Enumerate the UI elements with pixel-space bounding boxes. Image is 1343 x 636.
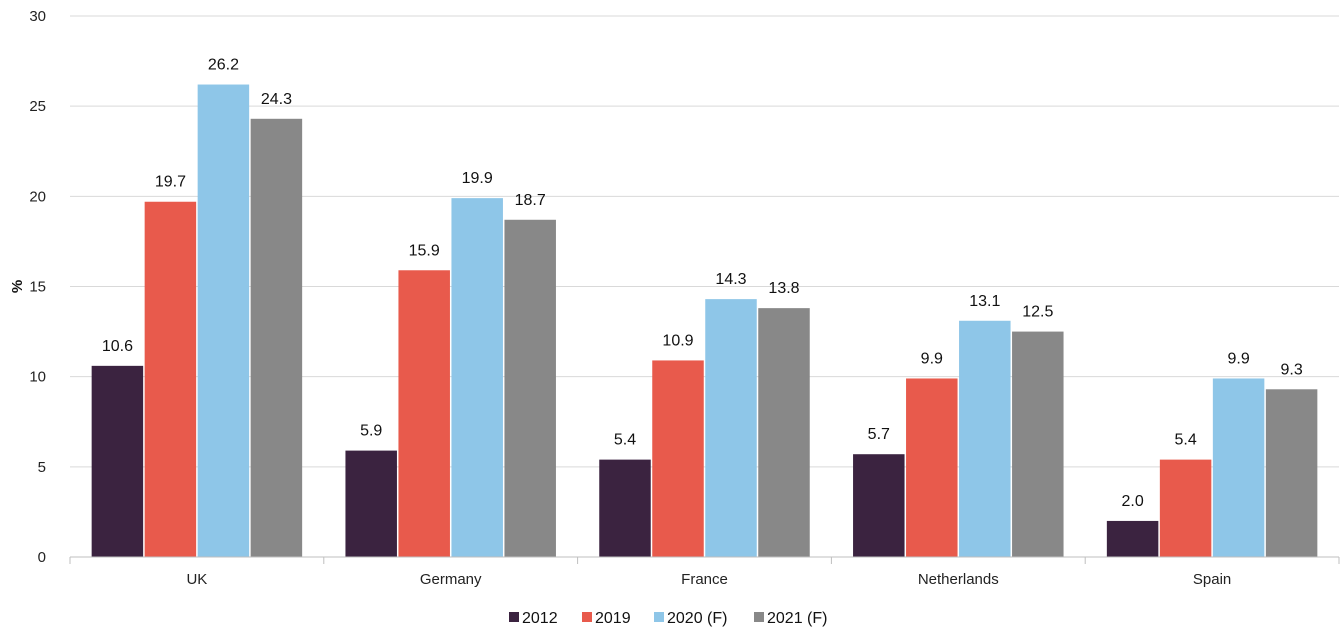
data-label: 13.1 [969, 293, 1000, 310]
data-label: 5.9 [360, 423, 382, 440]
bar-spain-2020-f [1212, 378, 1265, 557]
bar-spain-2012 [1106, 520, 1159, 557]
data-label: 9.9 [1227, 350, 1249, 367]
legend-label: 2021 (F) [767, 610, 827, 627]
y-tick-label: 0 [38, 549, 46, 566]
bar-netherlands-2012 [853, 454, 905, 557]
x-tick-label: Netherlands [918, 571, 999, 588]
legend-swatch [754, 612, 764, 622]
data-label: 24.3 [261, 91, 292, 108]
axes: 0 5 10 15 20 25 30% UK Germany France Netherlands S… [9, 8, 1340, 588]
x-tick-label: Germany [420, 571, 482, 588]
data-label: 12.5 [1022, 304, 1053, 321]
y-tick-label: 10 [29, 369, 46, 386]
legend-label: 2020 (F) [667, 610, 727, 627]
data-label: 10.9 [662, 332, 693, 349]
bar-france-2019 [652, 360, 704, 557]
data-label: 19.9 [462, 170, 493, 187]
bar-spain-2019 [1159, 459, 1212, 557]
y-tick-label: 15 [29, 279, 46, 296]
data-label: 5.4 [1174, 432, 1196, 449]
data-label: 18.7 [515, 192, 546, 209]
x-tick-label: Spain [1193, 571, 1231, 588]
data-label: 19.7 [155, 174, 186, 191]
bar-germany-2020-f [451, 198, 503, 558]
bar-france-2020-f [705, 299, 757, 557]
data-label: 5.4 [614, 432, 636, 449]
bars [91, 84, 1318, 558]
bar-netherlands-2021-f [1012, 331, 1064, 557]
legend-label: 2012 [522, 610, 558, 627]
x-tick-label: France [681, 571, 728, 588]
bar-germany-2019 [398, 270, 450, 557]
bar-spain-2021-f [1265, 389, 1318, 557]
x-tick-label: UK [186, 571, 207, 588]
data-label: 26.2 [208, 57, 239, 74]
bar-france-2021-f [758, 308, 810, 557]
bar-germany-2021-f [504, 219, 556, 557]
bar-netherlands-2019 [906, 378, 958, 557]
data-label: 10.6 [102, 338, 133, 355]
legend-label: 2019 [595, 610, 631, 627]
legend-swatch [654, 612, 664, 622]
y-tick-label: 25 [29, 98, 46, 115]
data-label: 9.9 [921, 350, 943, 367]
data-label: 2.0 [1121, 493, 1143, 510]
bar-uk-2021-f [250, 118, 303, 557]
bar-germany-2012 [345, 450, 397, 557]
data-label: 9.3 [1280, 361, 1302, 378]
bar-uk-2020-f [197, 84, 250, 557]
legend-swatch [582, 612, 592, 622]
bar-netherlands-2020-f [959, 320, 1011, 557]
bar-uk-2019 [144, 201, 197, 557]
legend: 2012 2019 2020 (F) 2021 (F) [509, 610, 827, 627]
data-label: 14.3 [715, 271, 746, 288]
bar-uk-2012 [91, 365, 144, 557]
data-labels: 10.6 19.7 26.2 24.3 5.9 15.9 19.9 18.7 5.4 10.9 14… [102, 57, 1303, 510]
data-label: 15.9 [409, 242, 440, 259]
data-label: 5.7 [868, 426, 890, 443]
y-tick-label: 20 [29, 188, 46, 205]
bar-france-2012 [599, 459, 651, 557]
y-axis-title: % [9, 280, 26, 293]
data-label: 13.8 [768, 280, 799, 297]
legend-swatch [509, 612, 519, 622]
y-tick-label: 5 [38, 459, 46, 476]
y-tick-label: 30 [29, 8, 46, 25]
